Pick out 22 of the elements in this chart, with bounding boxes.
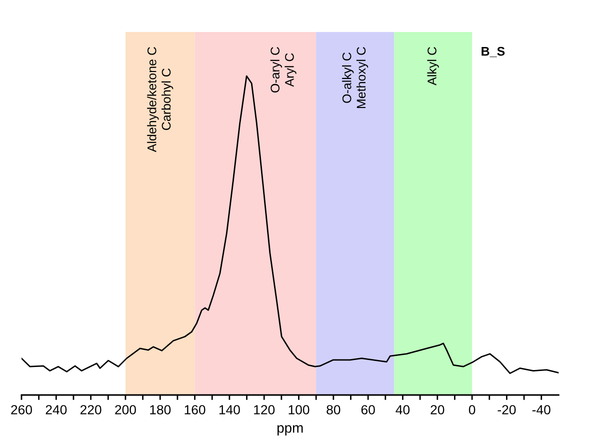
x-tick-label: 160 [184, 405, 206, 414]
x-tick-label: -40 [532, 405, 550, 414]
x-tick-label: 140 [219, 405, 240, 414]
band-label: O-alkyl C Methoxyl C [342, 46, 368, 108]
x-tick-label: 200 [115, 405, 136, 414]
x-tick-label: 260 [11, 405, 32, 414]
x-tick-label: 240 [46, 405, 67, 414]
x-tick-label: 220 [80, 405, 102, 414]
x-tick-label: 20 [430, 405, 444, 414]
x-tick-label: 80 [326, 405, 340, 414]
x-axis-title: ppm [277, 425, 303, 436]
x-tick-label: 0 [468, 405, 476, 414]
band-label: O-aryl C Aryl C [270, 46, 296, 92]
x-tick-label: 40 [396, 405, 410, 414]
x-tick-label: -20 [498, 405, 516, 414]
x-tick-label: 120 [254, 405, 275, 414]
band-label: Alkyl C [427, 46, 439, 86]
text: B_S [482, 46, 505, 58]
x-tick-label: 100 [288, 405, 310, 414]
band-label: Aldehyde/ketone C Carbohyl C [147, 46, 174, 152]
x-tick-label: 180 [150, 405, 171, 414]
x-tick-label: 60 [361, 405, 375, 414]
